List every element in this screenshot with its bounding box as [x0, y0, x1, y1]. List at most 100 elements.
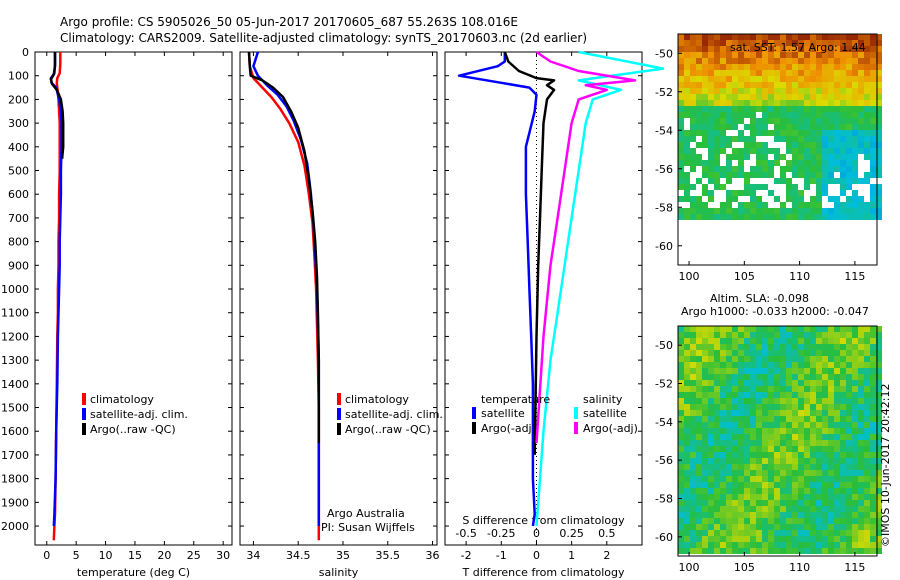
heatmap-cell — [810, 136, 816, 142]
heatmap-cell — [738, 166, 744, 172]
heatmap-cell — [822, 536, 828, 542]
heatmap-cell — [708, 82, 714, 88]
heatmap-cell — [780, 208, 786, 214]
heatmap-cell — [876, 136, 882, 142]
heatmap-cell — [714, 440, 720, 446]
heatmap-cell — [858, 214, 864, 220]
heatmap-cell — [762, 208, 768, 214]
heatmap-cell — [774, 512, 780, 518]
heatmap-cell — [726, 124, 732, 130]
heatmap-cell — [720, 476, 726, 482]
heatmap-cell — [750, 500, 756, 506]
heatmap-cell — [744, 482, 750, 488]
x-tick-label: 10 — [99, 549, 113, 562]
heatmap-cell — [702, 446, 708, 452]
heatmap-cell — [738, 470, 744, 476]
heatmap-cell — [678, 470, 684, 476]
heatmap-cell — [804, 374, 810, 380]
heatmap-cell — [732, 500, 738, 506]
heatmap-cell — [822, 440, 828, 446]
heatmap-cell — [690, 518, 696, 524]
heatmap-cell — [690, 64, 696, 70]
heatmap-cell — [768, 76, 774, 82]
heatmap-cell — [798, 208, 804, 214]
heatmap-cell — [864, 344, 870, 350]
heatmap-cell — [678, 106, 684, 112]
heatmap-cell — [840, 482, 846, 488]
heatmap-cell — [714, 446, 720, 452]
heatmap-cell — [684, 422, 690, 428]
heatmap-cell — [744, 452, 750, 458]
y-tick-label: -56 — [655, 163, 673, 176]
heatmap-cell — [714, 464, 720, 470]
heatmap-cell — [678, 58, 684, 64]
heatmap-cell — [720, 368, 726, 374]
heatmap-cell — [828, 548, 834, 554]
heatmap-cell — [864, 386, 870, 392]
y-tick-label: 200 — [8, 93, 29, 106]
heatmap-cell — [750, 482, 756, 488]
heatmap-cell — [816, 518, 822, 524]
heatmap-cell — [846, 422, 852, 428]
heatmap-cell — [714, 338, 720, 344]
heatmap-cell — [702, 46, 708, 52]
heatmap-cell — [840, 506, 846, 512]
heatmap-cell — [750, 410, 756, 416]
heatmap-cell — [696, 422, 702, 428]
heatmap-cell — [858, 542, 864, 548]
heatmap-cell — [876, 76, 882, 82]
heatmap-cell — [684, 64, 690, 70]
heatmap-cell — [798, 88, 804, 94]
heatmap-cell — [822, 356, 828, 362]
credit-line1: Argo Australia — [327, 507, 405, 520]
heatmap-cell — [720, 332, 726, 338]
legend-salinity-header: salinity — [583, 393, 623, 406]
heatmap-cell — [870, 106, 876, 112]
heatmap-cell — [810, 34, 816, 40]
heatmap-cell — [726, 112, 732, 118]
heatmap-cell — [762, 106, 768, 112]
heatmap-cell — [720, 464, 726, 470]
heatmap-cell — [810, 172, 816, 178]
heatmap-cell — [786, 476, 792, 482]
heatmap-cell — [774, 338, 780, 344]
heatmap-cell — [744, 184, 750, 190]
heatmap-cell — [678, 548, 684, 554]
heatmap-cell — [732, 440, 738, 446]
heatmap-cell — [762, 202, 768, 208]
heatmap-cell — [690, 118, 696, 124]
heatmap-cell — [702, 34, 708, 40]
heatmap-cell — [816, 548, 822, 554]
heatmap-cell — [876, 160, 882, 166]
heatmap-cell — [798, 58, 804, 64]
heatmap-cell — [732, 208, 738, 214]
heatmap-cell — [714, 112, 720, 118]
heatmap-cell — [792, 368, 798, 374]
heatmap-cell — [768, 530, 774, 536]
legend-argo-raw: Argo(..raw -QC) — [345, 423, 431, 436]
heatmap-cell — [714, 178, 720, 184]
heatmap-cell — [786, 350, 792, 356]
heatmap-cell — [798, 524, 804, 530]
heatmap-cell — [774, 386, 780, 392]
heatmap-cell — [720, 82, 726, 88]
heatmap-cell — [756, 124, 762, 130]
heatmap-cell — [726, 392, 732, 398]
heatmap-cell — [846, 58, 852, 64]
heatmap-cell — [750, 398, 756, 404]
heatmap-cell — [816, 196, 822, 202]
heatmap-cell — [876, 184, 882, 190]
heatmap-cell — [834, 70, 840, 76]
heatmap-cell — [756, 386, 762, 392]
heatmap-cell — [792, 524, 798, 530]
heatmap-cell — [726, 398, 732, 404]
heatmap-cell — [702, 410, 708, 416]
heatmap-cell — [786, 458, 792, 464]
heatmap-cell — [840, 422, 846, 428]
heatmap-cell — [774, 518, 780, 524]
heatmap-cell — [780, 106, 786, 112]
heatmap-cell — [708, 524, 714, 530]
heatmap-cell — [804, 100, 810, 106]
heatmap-cell — [840, 386, 846, 392]
heatmap-cell — [732, 380, 738, 386]
